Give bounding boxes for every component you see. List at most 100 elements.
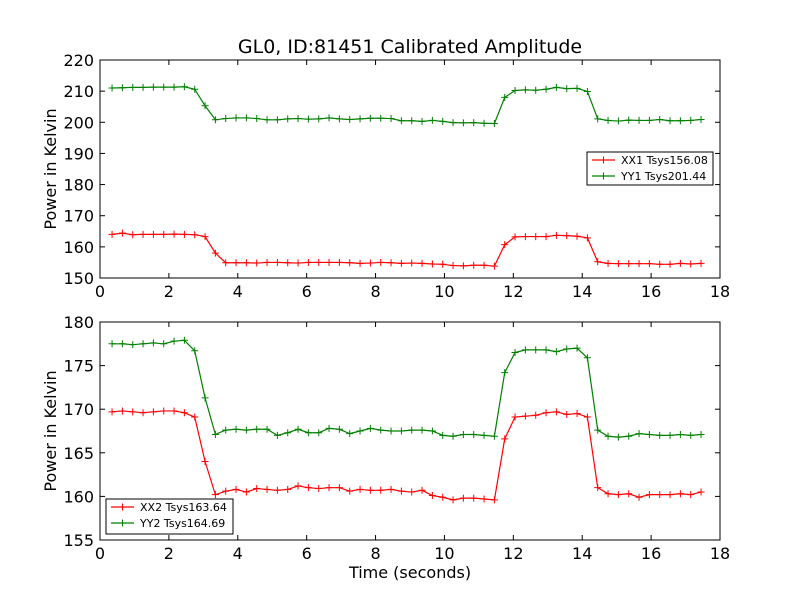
- data-point: [687, 431, 695, 439]
- data-point: [294, 425, 302, 433]
- y-tick-label: 155: [63, 531, 94, 550]
- data-point: [304, 429, 312, 437]
- data-point: [449, 119, 457, 127]
- data-point: [304, 258, 312, 266]
- x-tick-label: 14: [572, 544, 592, 563]
- data-point: [377, 486, 385, 494]
- data-point: [449, 496, 457, 504]
- data-point: [532, 233, 540, 241]
- data-point: [397, 487, 405, 495]
- data-point: [428, 116, 436, 124]
- data-point: [294, 259, 302, 267]
- y-tick-label: 190: [63, 144, 94, 163]
- data-point: [149, 339, 157, 347]
- legend-swatch-marker: [600, 172, 607, 180]
- data-point: [666, 491, 674, 499]
- data-point: [625, 116, 633, 124]
- series-line-1: [112, 410, 702, 501]
- x-tick-label: 0: [95, 282, 105, 301]
- x-tick-label: 16: [641, 282, 661, 301]
- data-point: [532, 346, 540, 354]
- data-point: [180, 83, 188, 91]
- data-point: [604, 116, 612, 124]
- data-point: [480, 431, 488, 439]
- data-point: [160, 407, 168, 415]
- data-point: [697, 430, 705, 438]
- data-point: [211, 249, 219, 257]
- data-point: [439, 260, 447, 268]
- data-point: [635, 260, 643, 268]
- x-tick-label: 18: [710, 282, 730, 301]
- data-point: [346, 487, 354, 495]
- data-point: [108, 408, 116, 416]
- data-point: [532, 411, 540, 419]
- data-point: [273, 431, 281, 439]
- data-point: [656, 260, 664, 268]
- data-point: [273, 116, 281, 124]
- data-point: [263, 258, 271, 266]
- data-point: [346, 115, 354, 123]
- data-point: [253, 259, 261, 267]
- data-point: [480, 261, 488, 269]
- data-point: [211, 116, 219, 124]
- legend-swatch-marker: [119, 503, 126, 511]
- data-point: [470, 494, 478, 502]
- data-point: [614, 491, 622, 499]
- data-point: [449, 262, 457, 270]
- data-point: [666, 117, 674, 125]
- data-point: [366, 424, 374, 432]
- y-tick-label: 180: [63, 313, 94, 332]
- data-point: [129, 83, 137, 91]
- x-tick-label: 10: [434, 282, 454, 301]
- data-point: [325, 484, 333, 492]
- axes-frame: [99, 321, 721, 541]
- bottom-subplot: 0 2 4 6 8 10 12 14 16 18 155 160 165 170 175 180 Power i…: [41, 313, 730, 563]
- data-point: [459, 119, 467, 127]
- data-point: [697, 488, 705, 496]
- data-point: [656, 115, 664, 123]
- data-point: [625, 490, 633, 498]
- data-point: [387, 427, 395, 435]
- data-point: [635, 116, 643, 124]
- data-point: [625, 432, 633, 440]
- legend-swatch-marker: [600, 156, 607, 164]
- data-point: [201, 458, 209, 466]
- legend-label: YY1 Tsys201.44: [620, 170, 706, 183]
- data-point: [232, 114, 240, 122]
- data-point: [222, 426, 230, 434]
- data-point: [366, 259, 374, 267]
- x-tick-label: 14: [572, 282, 592, 301]
- x-tick-label: 4: [233, 544, 243, 563]
- data-point: [614, 260, 622, 268]
- data-point: [149, 230, 157, 238]
- data-point: [501, 93, 509, 101]
- x-tick-label: 2: [164, 544, 174, 563]
- data-point: [335, 258, 343, 266]
- data-point: [501, 241, 509, 249]
- data-point: [211, 430, 219, 438]
- y-tick-label: 180: [63, 176, 94, 195]
- data-point: [253, 115, 261, 123]
- data-point: [284, 485, 292, 493]
- data-point: [439, 117, 447, 125]
- chart-title: GL0, ID:81451 Calibrated Amplitude: [238, 36, 582, 58]
- data-point: [242, 488, 250, 496]
- data-point: [552, 408, 560, 416]
- data-point: [604, 432, 612, 440]
- data-point: [366, 114, 374, 122]
- data-point: [170, 83, 178, 91]
- legend: XX2 Tsys163.64 YY2 Tsys164.69: [105, 498, 234, 535]
- data-point: [594, 115, 602, 123]
- data-point: [315, 115, 323, 123]
- series-line-2: [112, 339, 702, 438]
- y-tick-label: 170: [63, 207, 94, 226]
- y-tick-label: 210: [63, 82, 94, 101]
- data-point: [511, 413, 519, 421]
- data-point: [645, 430, 653, 438]
- data-point: [294, 115, 302, 123]
- data-point: [315, 485, 323, 493]
- y-axis-label: Power in Kelvin: [41, 108, 60, 229]
- data-point: [594, 258, 602, 266]
- x-tick-label: 8: [370, 544, 380, 563]
- data-point: [676, 490, 684, 498]
